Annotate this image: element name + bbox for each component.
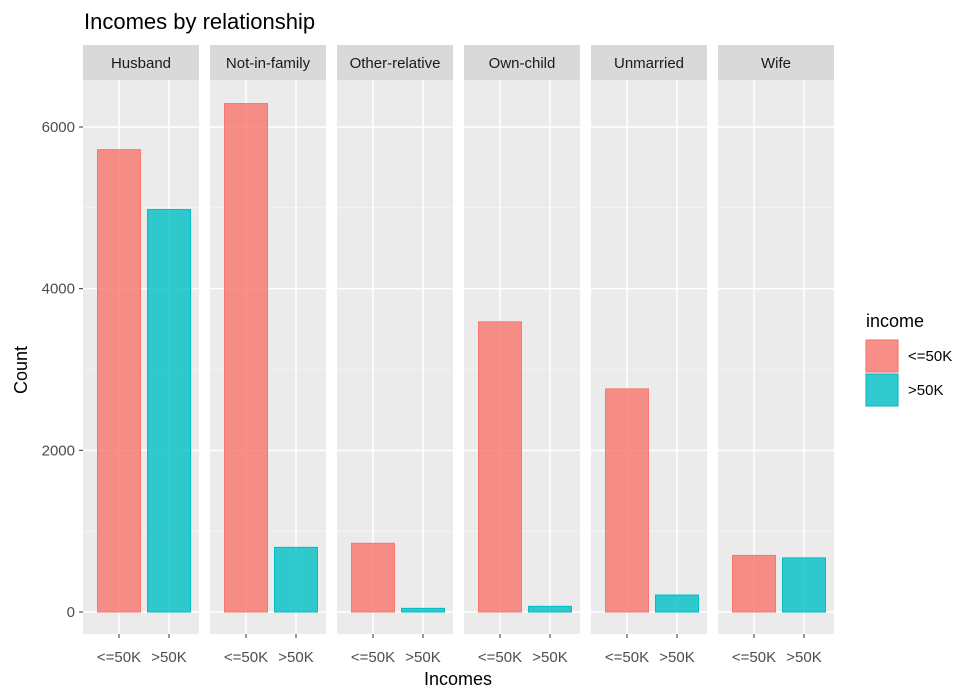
legend-label: >50K [908, 382, 943, 399]
x-tick-label: <=50K [351, 649, 395, 666]
facet-panel-own-child: Own-child <=50K >50K [464, 45, 580, 666]
y-tick-label: 0 [67, 604, 75, 621]
x-tick-label: >50K [278, 649, 313, 666]
bar-not-in-family-gt50k [274, 546, 318, 613]
facet-strip [83, 45, 199, 80]
x-tick-label: >50K [405, 649, 440, 666]
x-tick-label: >50K [659, 649, 694, 666]
legend-title: income [866, 311, 924, 331]
bar-own-child-le50k [478, 321, 522, 613]
facet-panel-wife: Wife <=50K >50K [718, 45, 834, 666]
panel-background [337, 80, 453, 634]
facet-strip-label: Unmarried [614, 55, 684, 72]
legend-label: <=50K [908, 348, 952, 365]
facet-strip [591, 45, 707, 80]
facet-strip [718, 45, 834, 80]
x-tick-label: <=50K [478, 649, 522, 666]
chart-title: Incomes by relationship [84, 9, 315, 34]
facet-panel-not-in-family: Not-in-family <=50K >50K [210, 45, 326, 666]
x-tick-label: <=50K [732, 649, 776, 666]
bar-husband-gt50k [147, 208, 191, 613]
bar-own-child-gt50k [528, 605, 572, 613]
bar-unmarried-le50k [605, 388, 649, 613]
y-axis: 0 2000 4000 6000 [42, 119, 83, 621]
x-axis-label: Incomes [424, 669, 492, 689]
facet-panel-husband: Husband <=50K >50K [83, 45, 199, 666]
x-tick-label: <=50K [224, 649, 268, 666]
facet-strip-label: Own-child [489, 55, 556, 72]
x-tick-label: >50K [532, 649, 567, 666]
facet-strip-label: Other-relative [350, 55, 441, 72]
facet-strip [210, 45, 326, 80]
legend-swatch [865, 339, 899, 373]
bar-other-relative-gt50k [401, 607, 445, 613]
facet-strip-label: Not-in-family [226, 55, 311, 72]
y-tick-label: 6000 [42, 119, 75, 136]
x-tick-label: >50K [151, 649, 186, 666]
facet-panel-unmarried: Unmarried <=50K >50K [591, 45, 707, 666]
x-tick-label: <=50K [97, 649, 141, 666]
bar-wife-gt50k [782, 557, 826, 613]
facet-strip-label: Husband [111, 55, 171, 72]
y-tick-label: 4000 [42, 281, 75, 298]
facet-strip [464, 45, 580, 80]
bar-other-relative-le50k [351, 542, 395, 613]
facet-strip [337, 45, 453, 80]
panel-background [718, 80, 834, 634]
facet-strip-label: Wife [761, 55, 791, 72]
bar-not-in-family-le50k [224, 103, 268, 613]
x-tick-label: <=50K [605, 649, 649, 666]
bar-unmarried-gt50k [655, 594, 699, 613]
y-tick-label: 2000 [42, 442, 75, 459]
legend: income <=50K >50K [865, 311, 952, 407]
x-tick-label: >50K [786, 649, 821, 666]
facet-panel-other-relative: Other-relative <=50K >50K [337, 45, 453, 666]
bar-husband-le50k [97, 149, 141, 613]
bar-wife-le50k [732, 554, 776, 613]
legend-swatch [865, 373, 899, 407]
y-axis-label: Count [11, 346, 31, 394]
